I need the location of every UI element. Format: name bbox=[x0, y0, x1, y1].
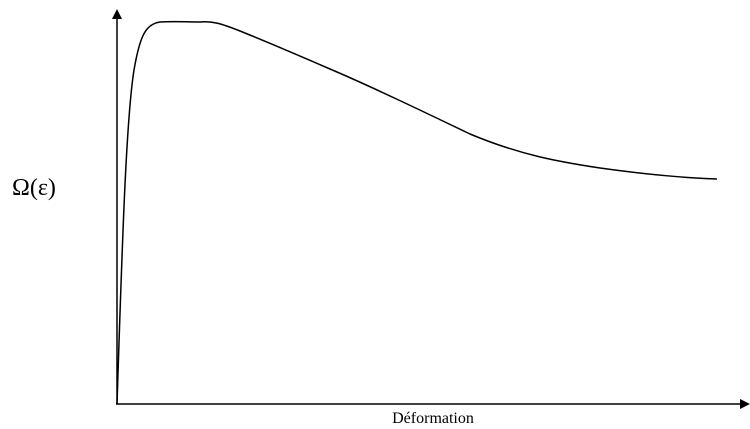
y-axis-label: Ω(ε) bbox=[12, 175, 56, 201]
x-axis-label: Déformation bbox=[392, 410, 474, 427]
curve bbox=[116, 20, 718, 405]
